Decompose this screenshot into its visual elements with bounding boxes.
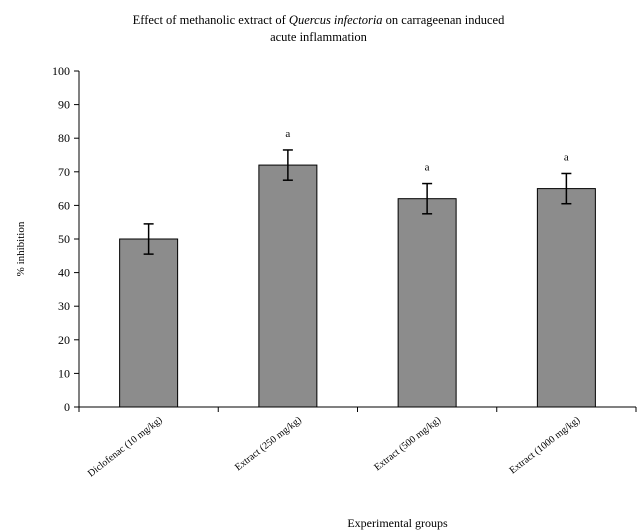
chart-title-species: Quercus infectoria [288,13,383,27]
x-tick-label: Diclofenac (10 mg/kg) [86,415,165,480]
x-tick-label: Extract (1000 mg/kg) [508,415,583,477]
chart-title-line2: acute inflammation [270,30,367,44]
error-bars [143,149,572,255]
y-tick-label: 70 [58,165,70,179]
y-tick-label: 20 [58,333,70,347]
y-tick-label: 30 [58,299,70,313]
y-tick-label: 40 [58,266,70,280]
bar [397,198,457,408]
x-tick-label: Extract (250 mg/kg) [233,415,304,474]
bars [119,164,596,408]
y-tick-label: 100 [52,64,70,78]
y-tick-label: 0 [64,400,70,414]
x-tick-label: Extract (500 mg/kg) [372,415,443,474]
significance-annotation: a [425,162,430,174]
y-tick-label: 90 [58,98,70,112]
bar [119,238,179,408]
chart-title-part3: on carrageenan induced [382,13,505,27]
y-tick-label: 80 [58,131,70,145]
significance-annotation: a [285,128,290,140]
chart-title-part1: Effect of methanolic extract of [132,13,289,27]
significance-annotation: a [564,151,569,163]
y-axis-label: % inhibition [15,221,27,276]
bar [536,188,596,408]
bar [258,164,318,408]
y-tick-label: 60 [58,198,70,212]
y-tick-label: 50 [58,232,70,246]
annotations: a a a [285,128,569,174]
x-axis-label: Experimental groups [347,516,448,530]
chart-title: Effect of methanolic extract of Quercus … [0,12,637,46]
y-tick-label: 10 [58,366,70,380]
